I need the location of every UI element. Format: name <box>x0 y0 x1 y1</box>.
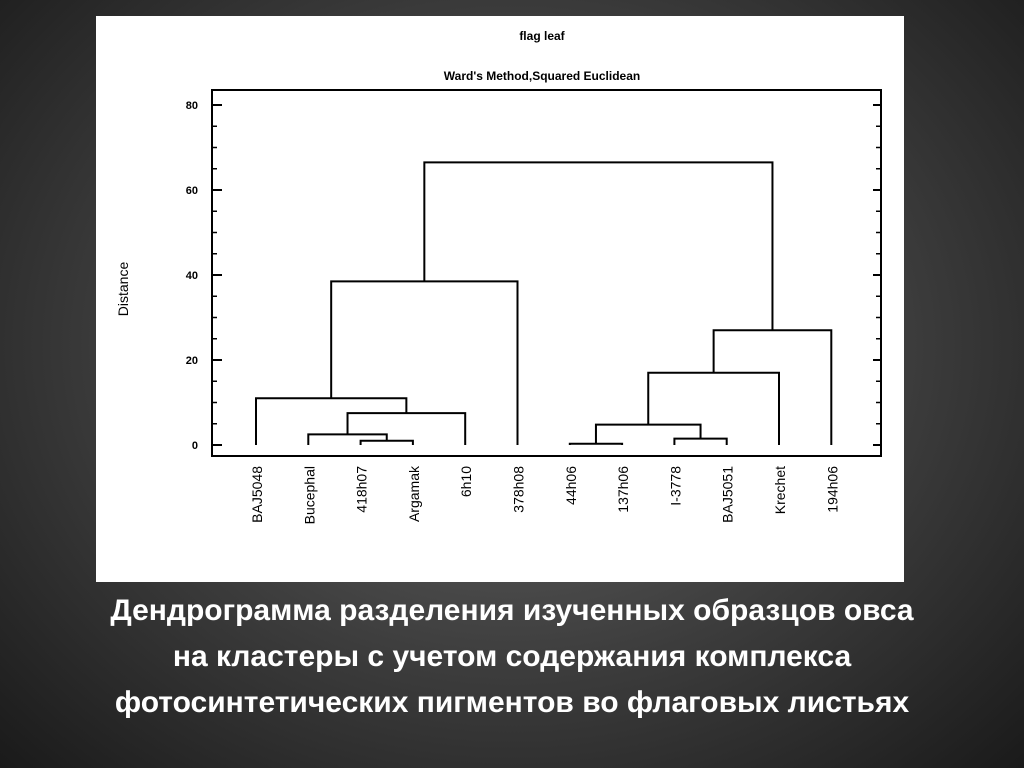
y-axis-ticks: 0 20 40 60 80 <box>186 100 222 452</box>
y-tick-label: 0 <box>192 440 198 452</box>
chart-subtitle: Ward's Method,Squared Euclidean <box>444 69 640 83</box>
plot-frame <box>211 89 882 457</box>
dendrogram-link <box>568 442 624 445</box>
leaf-label: 6h10 <box>458 466 474 497</box>
dendrogram-chart: flag leaf Ward's Method,Squared Euclidea… <box>115 29 882 524</box>
dendrogram-link <box>307 433 388 445</box>
caption-line-3: фотосинтетических пигментов во флаговых … <box>114 686 910 719</box>
y-tick-label: 80 <box>186 100 198 112</box>
dendrogram-link <box>594 423 702 444</box>
chart-title: flag leaf <box>519 29 565 43</box>
leaf-label: I-3778 <box>667 466 683 506</box>
leaf-label: 194h06 <box>824 466 840 513</box>
y-axis-label: Distance <box>115 262 131 317</box>
dendrogram-link <box>647 371 780 445</box>
dendrogram-links <box>255 161 833 445</box>
leaf-label: Krechet <box>772 466 788 514</box>
y-tick-label: 60 <box>186 185 198 197</box>
leaf-label: 418h07 <box>354 466 370 513</box>
caption-line-2: на кластеры с учетом содержания комплекс… <box>172 640 852 673</box>
leaf-label: 378h08 <box>511 466 527 513</box>
dendrogram-link <box>423 161 774 331</box>
right-axis-ticks <box>873 104 881 446</box>
leaf-labels: BAJ5048 Bucephal 418h07 Argamak 6h10 378h08 44… <box>249 465 840 524</box>
leaf-label: BAJ5048 <box>249 466 265 523</box>
dendrogram-link <box>673 437 728 445</box>
y-tick-label: 40 <box>186 270 198 282</box>
leaf-label: BAJ5051 <box>720 466 736 523</box>
caption-line-1: Дендрограмма разделения изученных образц… <box>110 594 914 627</box>
chart-panel: flag leaf Ward's Method,Squared Euclidea… <box>96 16 904 582</box>
leaf-label: 137h06 <box>615 466 631 513</box>
leaf-label: Bucephal <box>301 466 317 524</box>
dendrogram-link <box>330 280 519 445</box>
y-tick-label: 20 <box>186 355 198 367</box>
leaf-label: 44h06 <box>563 466 579 505</box>
dendrogram-link <box>712 329 833 445</box>
leaf-label: Argamak <box>406 465 422 522</box>
dendrogram-link <box>359 439 414 445</box>
dendrogram-link <box>255 397 408 445</box>
slide-caption: Дендрограмма разделения изученных образц… <box>20 588 1004 726</box>
